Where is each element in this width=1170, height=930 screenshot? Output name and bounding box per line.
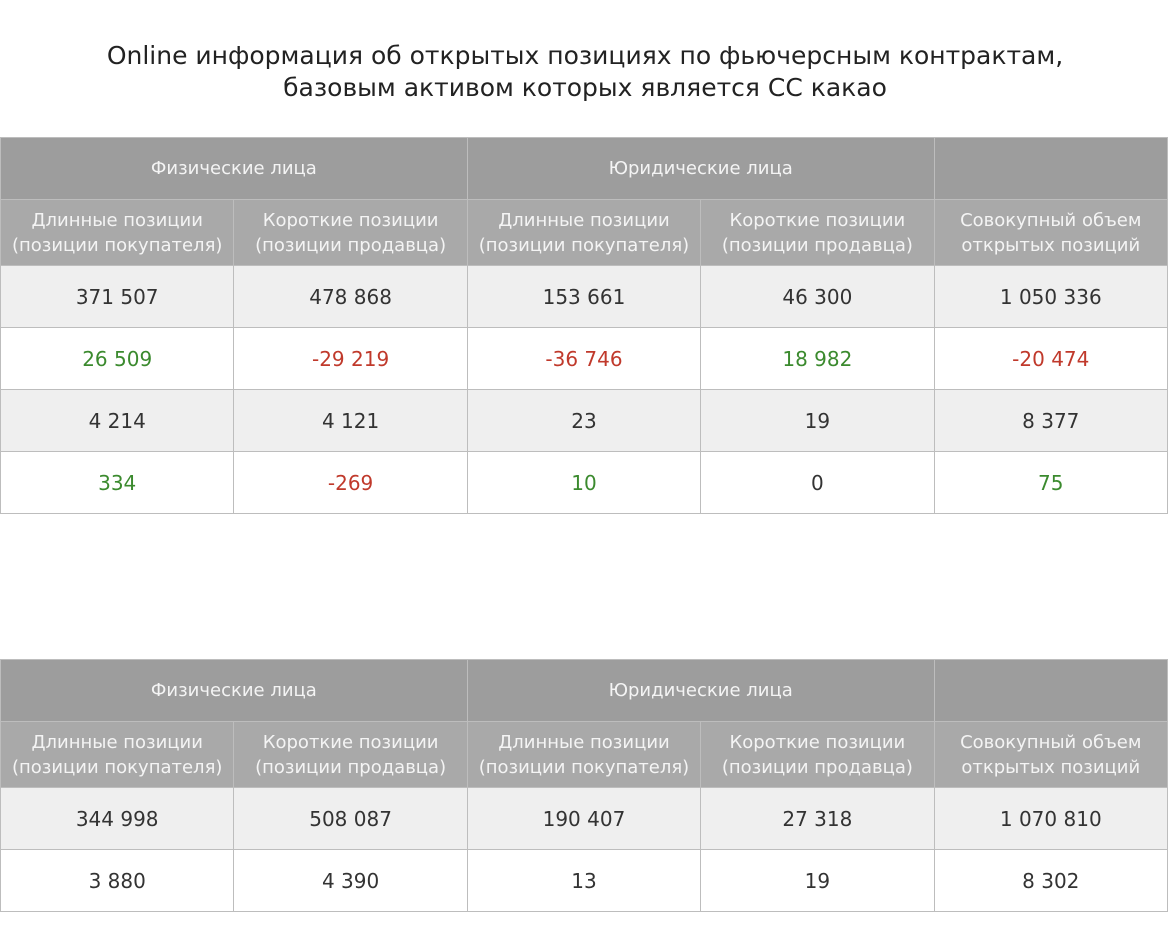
title-line: Online информация об открытых позициях п… [106,41,1064,70]
title-line: базовым активом которых является СС кака… [283,73,887,102]
table-cell: 478 868 [233,265,468,328]
table-cell: 334 [0,451,235,514]
table-cell: 3 880 [0,849,235,912]
column-header: Совокупный объем открытых позиций [933,199,1169,266]
column-header-line: открытых позиций [961,756,1141,778]
table-cell: 4 390 [233,849,468,912]
table-cell: -29 219 [233,327,468,390]
table-cell: 190 407 [466,787,702,850]
column-header-line: (позиции покупателя) [478,756,690,778]
column-header-line: (позиции продавца) [721,234,913,256]
column-header-row: Длинные позиции (позиции покупателя) Корот… [0,199,1169,266]
table-cell: -269 [233,451,468,514]
group-header: Юридические лица [466,659,935,722]
group-header: Физические лица [0,137,468,200]
column-header: Короткие позиции (позиции продавца) [700,199,935,266]
table-cell: 508 087 [233,787,468,850]
table-row: 26 509 -29 219 -36 746 18 982 -20 474 [0,327,1169,390]
table-row: 3 880 4 390 13 19 8 302 [0,849,1169,912]
table-cell: 344 998 [0,787,235,850]
column-header-line: открытых позиций [961,234,1141,256]
column-header: Длинные позиции (позиции покупателя) [466,721,702,788]
table-cell: 153 661 [466,265,702,328]
table-cell: -36 746 [466,327,702,390]
table-cell: 13 [466,849,702,912]
group-header-row: Физические лица Юридические лица [0,137,1169,200]
table-cell: 19 [700,849,935,912]
table-cell: 4 121 [233,389,468,452]
data-table: Физические лица Юридические лица Длинные п… [0,137,1169,514]
column-header-line: (позиции покупателя) [478,234,690,256]
group-header [933,659,1169,722]
table-cell: 8 377 [933,389,1169,452]
table-cell: 19 [700,389,935,452]
table-cell: 18 982 [700,327,935,390]
table-cell: 23 [466,389,702,452]
table-cell: 27 318 [700,787,935,850]
table-cell: 4 214 [0,389,235,452]
table-cell: 0 [700,451,935,514]
column-header-line: Совокупный объем [960,209,1142,231]
column-header: Длинные позиции (позиции покупателя) [0,199,235,266]
table-row: 371 507 478 868 153 661 46 300 1 050 336 [0,265,1169,328]
column-header-line: (позиции покупателя) [11,234,223,256]
table-cell: 26 509 [0,327,235,390]
column-header: Короткие позиции (позиции продавца) [233,721,468,788]
table-cell: 75 [933,451,1169,514]
column-header: Длинные позиции (позиции покупателя) [466,199,702,266]
column-header-row: Длинные позиции (позиции покупателя) Корот… [0,721,1169,788]
data-table: Физические лица Юридические лица Длинные п… [0,659,1169,912]
table-row: 344 998 508 087 190 407 27 318 1 070 810 [0,787,1169,850]
column-header-line: (позиции продавца) [255,234,447,256]
column-header: Короткие позиции (позиции продавца) [700,721,935,788]
group-header: Юридические лица [466,137,935,200]
column-header-line: Длинные позиции [498,209,670,231]
group-header-row: Физические лица Юридические лица [0,659,1169,722]
group-header: Физические лица [0,659,468,722]
table-cell: -20 474 [933,327,1169,390]
group-header [933,137,1169,200]
column-header-line: Короткие позиции [262,731,439,753]
column-header: Совокупный объем открытых позиций [933,721,1169,788]
column-header-line: (позиции продавца) [255,756,447,778]
table-cell: 46 300 [700,265,935,328]
column-header: Длинные позиции (позиции покупателя) [0,721,235,788]
column-header-line: Короткие позиции [729,209,906,231]
table-cell: 1 070 810 [933,787,1169,850]
column-header-line: Длинные позиции [31,209,203,231]
table-cell: 1 050 336 [933,265,1169,328]
title: Online информация об открытых позициях п… [0,40,1170,104]
column-header-line: (позиции покупателя) [11,756,223,778]
table-row: 4 214 4 121 23 19 8 377 [0,389,1169,452]
column-header-line: Совокупный объем [960,731,1142,753]
column-header-line: Длинные позиции [31,731,203,753]
table-cell: 10 [466,451,702,514]
column-header-line: Короткие позиции [262,209,439,231]
column-header-line: (позиции продавца) [721,756,913,778]
table-cell: 8 302 [933,849,1169,912]
column-header-line: Длинные позиции [498,731,670,753]
table-row: 334 -269 10 0 75 [0,451,1169,514]
column-header-line: Короткие позиции [729,731,906,753]
column-header: Короткие позиции (позиции продавца) [233,199,468,266]
table-cell: 371 507 [0,265,235,328]
